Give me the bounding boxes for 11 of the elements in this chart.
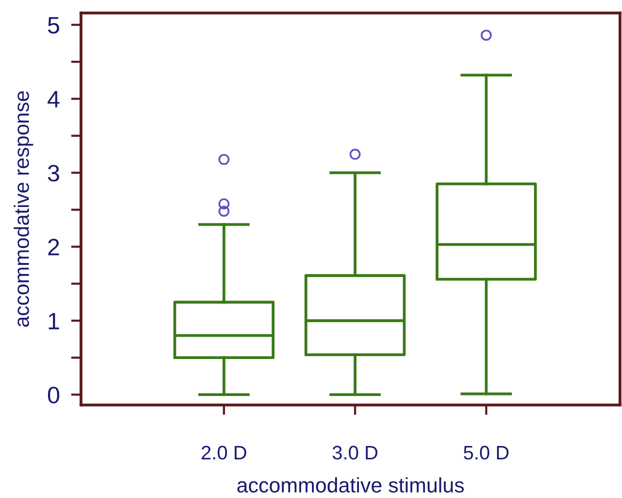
y-tick-label: 0 xyxy=(48,386,60,404)
y-tick-label: 1 xyxy=(48,312,60,330)
x-tick-label: 2.0 D xyxy=(202,446,246,460)
y-axis-title: accommodative response xyxy=(14,91,34,327)
x-tick-label: 3.0 D xyxy=(332,446,378,460)
y-tick-label: 5 xyxy=(48,17,60,34)
x-axis-title: accommodative stimulus xyxy=(237,477,464,493)
y-tick-label: 3 xyxy=(48,164,60,182)
y-tick-label: 2 xyxy=(48,238,59,256)
y-tick-label: 4 xyxy=(48,91,60,108)
x-tick-label: 5.0 D xyxy=(464,446,509,460)
